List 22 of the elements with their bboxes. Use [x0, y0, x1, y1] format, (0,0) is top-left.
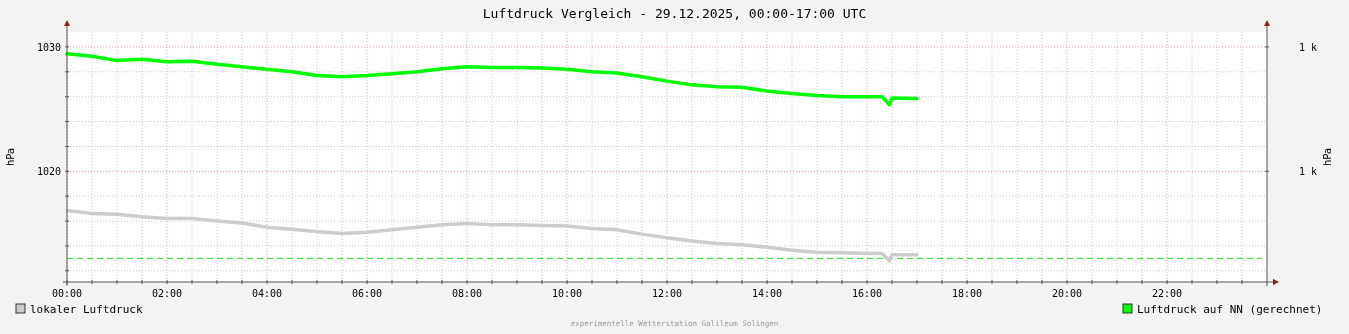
x-tick-label: 02:00: [151, 288, 183, 299]
legend-label: Luftdruck auf NN (gerechnet): [1137, 303, 1323, 316]
y-axis-title: hPa: [5, 147, 16, 167]
y2-tick-label: 1 k: [1299, 166, 1318, 178]
x-tick-label: 22:00: [1151, 288, 1183, 299]
y-tick-label: 1030: [36, 41, 61, 53]
line-series: [65, 52, 919, 107]
x-tick-label: 06:00: [351, 288, 383, 299]
x-tick-label: 08:00: [451, 288, 483, 299]
x-tick-label: 14:00: [751, 288, 783, 299]
x-tick-label: 18:00: [951, 288, 983, 299]
legend-label: lokaler Luftdruck: [30, 303, 143, 316]
x-tick-label: 00:00: [51, 288, 83, 299]
y2-tick-label: 1 k: [1299, 41, 1318, 53]
y-tick-label: 1020: [36, 166, 61, 178]
x-tick-label: 12:00: [651, 288, 683, 299]
x-tick-label: 10:00: [551, 288, 583, 299]
x-tick-label: 16:00: [851, 288, 883, 299]
chart-title: Luftdruck Vergleich - 29.12.2025, 00:00-17:00 UTC: [482, 6, 867, 21]
x-tick-label: 04:00: [251, 288, 283, 299]
y2-axis-title: hPa: [1322, 147, 1333, 167]
x-tick-label: 20:00: [1051, 288, 1083, 299]
